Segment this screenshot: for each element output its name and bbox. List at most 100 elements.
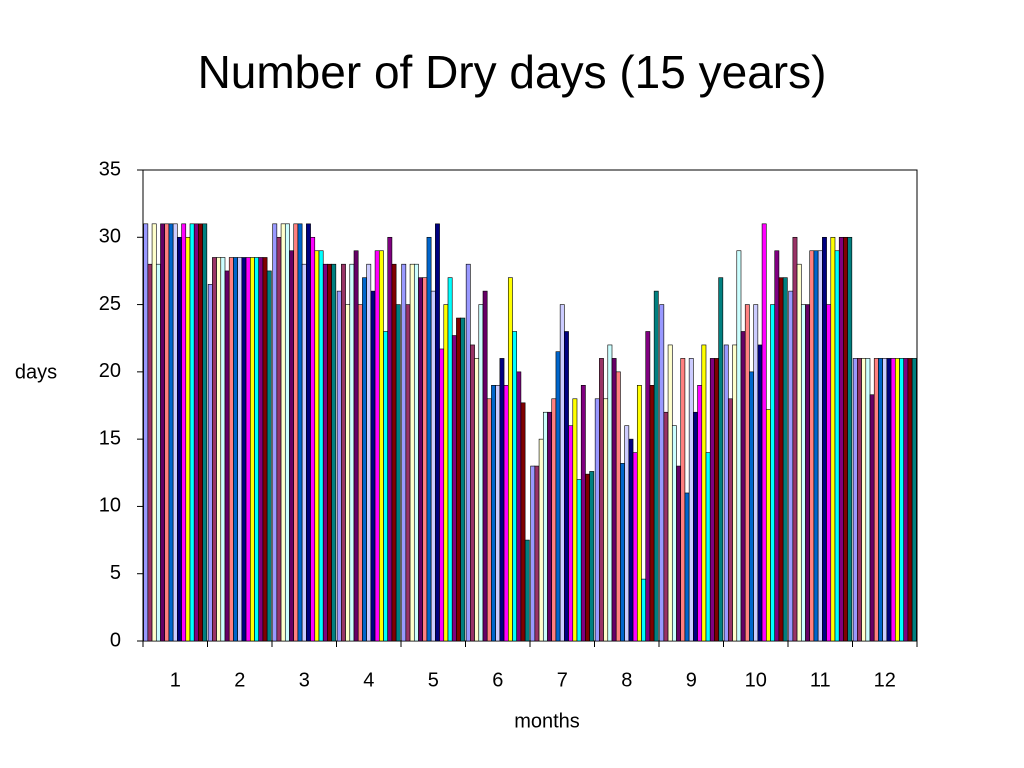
bar <box>418 277 424 642</box>
y-tick-label: 25 <box>99 293 121 315</box>
bar <box>177 236 182 642</box>
x-tick-label: 9 <box>686 669 697 691</box>
bar <box>857 358 862 642</box>
bar <box>878 358 883 642</box>
bar <box>861 358 867 642</box>
bar <box>349 263 355 642</box>
bar <box>306 223 311 642</box>
bar <box>451 335 457 642</box>
x-tick-label: 12 <box>874 669 896 691</box>
bar <box>193 223 199 642</box>
bar <box>580 385 586 642</box>
bar <box>732 344 738 642</box>
bar <box>189 223 195 642</box>
bar <box>826 304 832 642</box>
bar <box>765 409 771 642</box>
bar <box>202 223 208 642</box>
bar <box>249 257 255 642</box>
bar <box>709 358 715 642</box>
bar <box>809 250 815 642</box>
bar <box>499 358 505 642</box>
bar <box>314 250 320 642</box>
bar <box>366 263 372 642</box>
bar <box>753 304 759 642</box>
bar <box>547 411 553 642</box>
bar <box>882 358 888 642</box>
bar <box>322 263 328 642</box>
bar <box>387 236 393 642</box>
bar <box>353 250 359 642</box>
bar <box>395 304 401 642</box>
bar <box>757 344 763 642</box>
x-tick-label: 2 <box>234 669 245 691</box>
bar <box>297 223 303 642</box>
bar <box>805 304 811 642</box>
bar <box>447 277 453 642</box>
bar <box>632 452 638 642</box>
bar <box>470 344 475 642</box>
x-tick-label: 4 <box>363 669 374 691</box>
bar <box>443 304 449 642</box>
bar <box>822 236 827 642</box>
bar <box>228 257 234 642</box>
bar <box>293 223 299 642</box>
x-tick-label: 6 <box>492 669 503 691</box>
bar <box>663 411 669 642</box>
bar <box>237 257 243 642</box>
bar <box>495 385 501 642</box>
bar <box>555 351 561 642</box>
bar <box>401 263 407 642</box>
y-tick-label: 35 <box>99 158 121 180</box>
bar <box>723 344 729 642</box>
x-tick-label: 8 <box>621 669 632 691</box>
x-tick-label: 5 <box>428 669 439 691</box>
bar <box>796 263 802 642</box>
bar <box>671 425 677 642</box>
bar <box>426 236 432 642</box>
bar <box>345 304 351 642</box>
bar <box>636 385 642 642</box>
bar <box>331 263 337 642</box>
bar <box>280 223 286 642</box>
bar <box>894 358 900 642</box>
bar <box>788 290 794 642</box>
bar <box>224 270 230 642</box>
bar <box>688 358 694 642</box>
bar <box>568 425 574 642</box>
bar <box>301 263 307 642</box>
bar <box>413 263 419 642</box>
bar <box>524 539 530 642</box>
bar <box>198 223 203 642</box>
bar <box>911 358 917 642</box>
bar <box>641 578 647 642</box>
bar <box>542 411 548 642</box>
bar <box>628 438 634 642</box>
bar <box>576 479 582 642</box>
bar <box>181 223 187 642</box>
bar <box>160 223 166 642</box>
bar <box>289 250 295 642</box>
bar <box>465 263 471 642</box>
bar <box>792 236 798 642</box>
bar <box>667 344 673 642</box>
bar <box>903 358 909 642</box>
bar <box>220 257 226 642</box>
bar <box>185 236 191 642</box>
bar <box>649 385 655 642</box>
bar <box>770 304 776 642</box>
bar <box>482 290 488 642</box>
bar <box>362 277 367 642</box>
bar <box>774 250 780 642</box>
bar <box>653 290 659 642</box>
bar <box>728 398 733 642</box>
y-axis-label: days <box>15 361 57 383</box>
bar <box>212 257 217 642</box>
bar <box>272 223 278 642</box>
x-tick-label: 1 <box>170 669 181 691</box>
bar <box>318 250 324 642</box>
bar <box>430 290 436 642</box>
x-tick-label: 10 <box>745 669 767 691</box>
y-tick-label: 15 <box>99 427 121 449</box>
x-tick-label: 11 <box>810 669 831 691</box>
bar <box>216 257 222 642</box>
